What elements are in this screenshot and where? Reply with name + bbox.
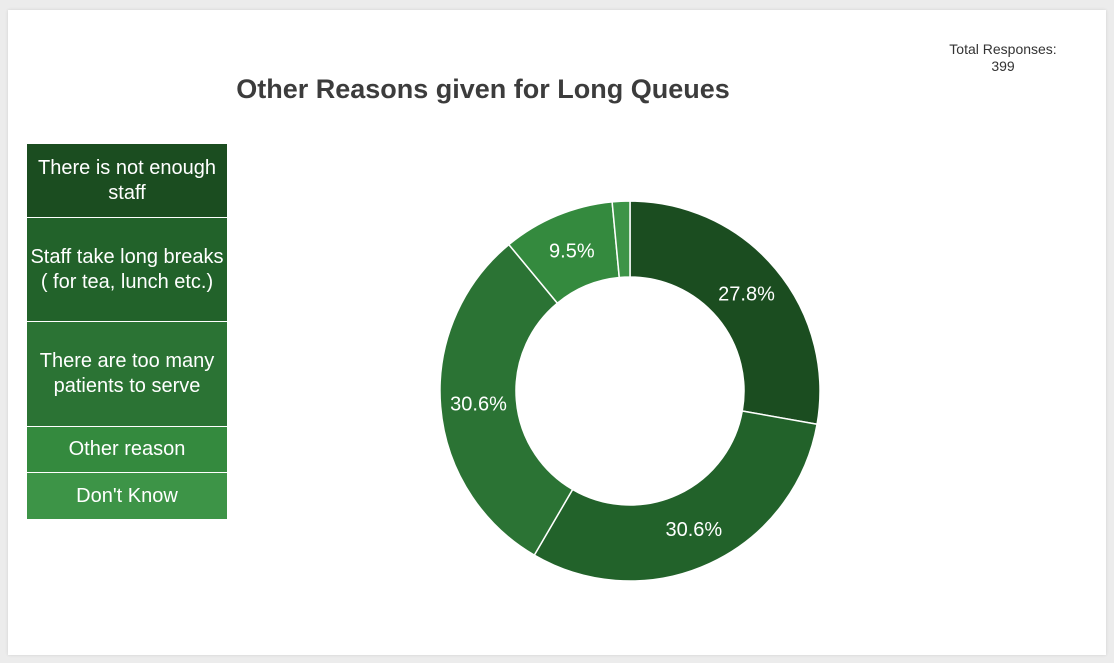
total-responses-value: 399	[991, 58, 1015, 74]
total-responses-label: Total Responses:	[949, 41, 1057, 57]
chart-legend: There is not enough staff Staff take lon…	[27, 144, 227, 520]
slice-label-1: 30.6%	[665, 519, 722, 541]
legend-label: There is not enough staff	[38, 156, 216, 204]
total-responses: Total Responses: 399	[923, 41, 1083, 75]
donut-slice-1	[533, 410, 818, 582]
legend-item-long-breaks: Staff take long breaks ( for tea, lunch …	[27, 218, 227, 322]
chart-title: Other Reasons given for Long Queues	[236, 74, 730, 104]
donut-slice-2	[439, 243, 574, 557]
legend-item-other-reason: Other reason	[27, 427, 227, 473]
slice-label-2: 30.6%	[450, 393, 507, 415]
slice-label-3: 9.5%	[549, 241, 595, 263]
donut-chart: 27.8% 30.6% 30.6% 9.5%	[439, 200, 821, 582]
chart-card: Other Reasons given for Long Queues Tota…	[8, 10, 1106, 655]
legend-item-dont-know: Don't Know	[27, 473, 227, 520]
slice-label-0: 27.8%	[718, 283, 775, 305]
legend-label: Staff take long breaks ( for tea, lunch …	[30, 245, 224, 293]
legend-label: Don't Know	[76, 484, 178, 507]
legend-item-too-many-patients: There are too many patients to serve	[27, 322, 227, 427]
donut-slice-0	[629, 200, 821, 426]
legend-label: Other reason	[68, 438, 186, 460]
legend-label: There are too many patients to serve	[39, 350, 215, 397]
legend-item-not-enough-staff: There is not enough staff	[27, 144, 227, 218]
donut-slice-4	[611, 200, 631, 279]
